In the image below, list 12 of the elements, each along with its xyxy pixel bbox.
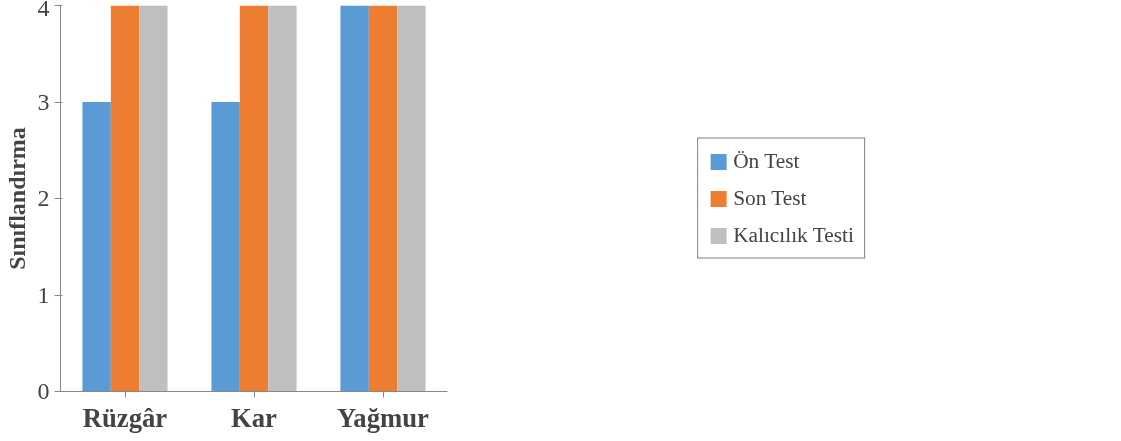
y-tick-label: 1 <box>37 281 50 308</box>
y-axis-title: Sınıflandırma <box>3 127 30 270</box>
legend-label: Son Test <box>733 185 807 211</box>
y-tick-label: 0 <box>37 378 50 404</box>
y-tick-label: 2 <box>37 185 50 211</box>
legend-label: Kalıcılık Testi <box>733 222 854 248</box>
legend-label: Ön Test <box>733 148 800 174</box>
x-tick-label: Yağmur <box>337 402 430 433</box>
y-tick-label: 4 <box>37 0 50 21</box>
x-tick-label: Rüzgâr <box>82 402 168 433</box>
y-tick-label: 3 <box>37 88 50 115</box>
x-tick-label: Kar <box>231 402 278 433</box>
